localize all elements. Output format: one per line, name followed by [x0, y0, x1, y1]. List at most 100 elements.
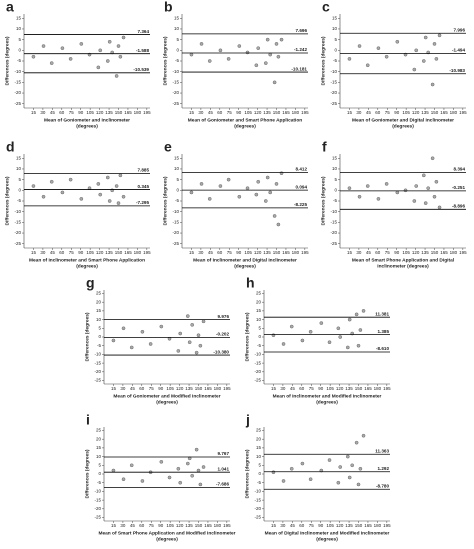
y-tick-label: -25: [254, 378, 261, 383]
panel-label: e: [164, 139, 172, 155]
reference-line-label: 11.381: [375, 311, 389, 316]
y-tick-label: 10: [256, 317, 262, 322]
y-tick-label: 20: [256, 436, 262, 441]
data-point: [68, 177, 73, 182]
x-tick-label: 75: [69, 250, 75, 255]
data-point: [98, 48, 102, 53]
data-point: [376, 46, 381, 50]
x-tick-label: 30: [198, 250, 204, 255]
data-point: [432, 42, 437, 46]
data-point: [148, 342, 153, 346]
reference-line-label: 1.292: [378, 466, 390, 471]
y-axis-label: Differences (degrees): [162, 176, 168, 225]
x-tick-label: 180: [292, 250, 300, 255]
y-tick-label: -5: [333, 198, 337, 203]
x-axis-label: (degrees): [392, 123, 414, 129]
data-point: [194, 350, 199, 355]
y-axis-label: Differences (degrees): [84, 449, 90, 498]
y-tick-label: -25: [172, 101, 179, 106]
y-tick-label: -10: [14, 69, 21, 74]
y-tick-label: 5: [258, 325, 261, 330]
y-axis-label: Differences (degrees): [320, 36, 326, 85]
data-point: [49, 180, 54, 184]
y-tick-label: 15: [256, 445, 262, 450]
x-tick-label: 180: [374, 386, 382, 391]
x-tick-label: 15: [31, 110, 37, 115]
y-tick-label: -10: [172, 209, 179, 214]
x-tick-label: 60: [217, 110, 223, 115]
x-tick-label: 120: [96, 110, 104, 115]
x-tick-label: 90: [78, 250, 84, 255]
x-tick-label: 15: [111, 523, 117, 528]
x-tick-label: 120: [96, 250, 104, 255]
y-tick-label: -20: [254, 369, 261, 374]
y-tick-label: 5: [258, 462, 261, 467]
data-point: [41, 194, 46, 199]
y-tick-label: -5: [97, 480, 101, 485]
x-tick-label: 60: [375, 110, 381, 115]
y-tick-label: -25: [14, 101, 21, 106]
y-tick-label: 10: [174, 166, 180, 171]
reference-line-label: 1.041: [218, 466, 230, 471]
data-point: [271, 333, 276, 338]
reference-line-label: 11.363: [375, 448, 389, 453]
y-tick-label: -25: [94, 378, 101, 383]
x-tick-label: 195: [301, 250, 309, 255]
x-tick-label: 150: [115, 250, 123, 255]
y-tick-label: 25: [96, 428, 102, 433]
y-tick-label: 15: [16, 155, 22, 160]
data-point: [358, 328, 363, 332]
data-point: [196, 333, 201, 338]
y-tick-label: -25: [94, 515, 101, 520]
y-tick-label: -15: [254, 497, 261, 502]
panel-label: h: [246, 275, 255, 291]
data-point: [434, 180, 439, 184]
x-tick-label: 90: [158, 386, 164, 391]
y-tick-label: -15: [254, 360, 261, 365]
data-point: [271, 470, 276, 475]
x-tick-label: 180: [450, 250, 458, 255]
x-tick-label: 150: [115, 110, 123, 115]
data-point: [176, 349, 181, 353]
x-tick-label: 75: [309, 523, 315, 528]
x-tick-label: 150: [273, 110, 281, 115]
reference-line-label: -10.983: [449, 68, 465, 73]
x-tick-label: 135: [345, 386, 353, 391]
y-tick-label: 15: [332, 155, 338, 160]
y-tick-label: 10: [16, 166, 22, 171]
data-point: [114, 74, 119, 78]
x-tick-label: 30: [40, 110, 46, 115]
x-tick-label: 90: [236, 110, 242, 115]
data-point: [414, 48, 418, 53]
y-tick-label: -10: [14, 209, 21, 214]
y-tick-label: -25: [254, 515, 261, 520]
y-tick-label: 0: [18, 48, 21, 53]
data-point: [430, 156, 435, 161]
data-point: [350, 463, 354, 468]
data-point: [256, 180, 260, 184]
y-tick-label: -20: [14, 90, 21, 95]
x-tick-label: 30: [120, 386, 126, 391]
x-tick-label: 60: [59, 250, 65, 255]
x-tick-label: 135: [421, 110, 429, 115]
y-axis-label: Differences (degrees): [320, 176, 326, 225]
data-point: [300, 338, 305, 343]
x-tick-label: 30: [356, 250, 362, 255]
x-tick-label: 195: [223, 523, 231, 528]
reference-line-label: 7.364: [138, 29, 150, 34]
x-tick-label: 105: [86, 250, 94, 255]
data-point: [111, 468, 116, 473]
x-tick-label: 135: [263, 250, 271, 255]
x-tick-label: 120: [336, 523, 344, 528]
data-point: [107, 40, 112, 44]
x-tick-label: 30: [280, 523, 286, 528]
data-point: [218, 48, 223, 53]
y-tick-label: -20: [94, 369, 101, 374]
y-tick-label: 5: [98, 462, 101, 467]
data-point: [107, 199, 112, 203]
data-point: [49, 61, 54, 65]
x-tick-label: 135: [185, 523, 193, 528]
y-tick-label: -25: [330, 101, 337, 106]
data-point: [422, 173, 426, 178]
